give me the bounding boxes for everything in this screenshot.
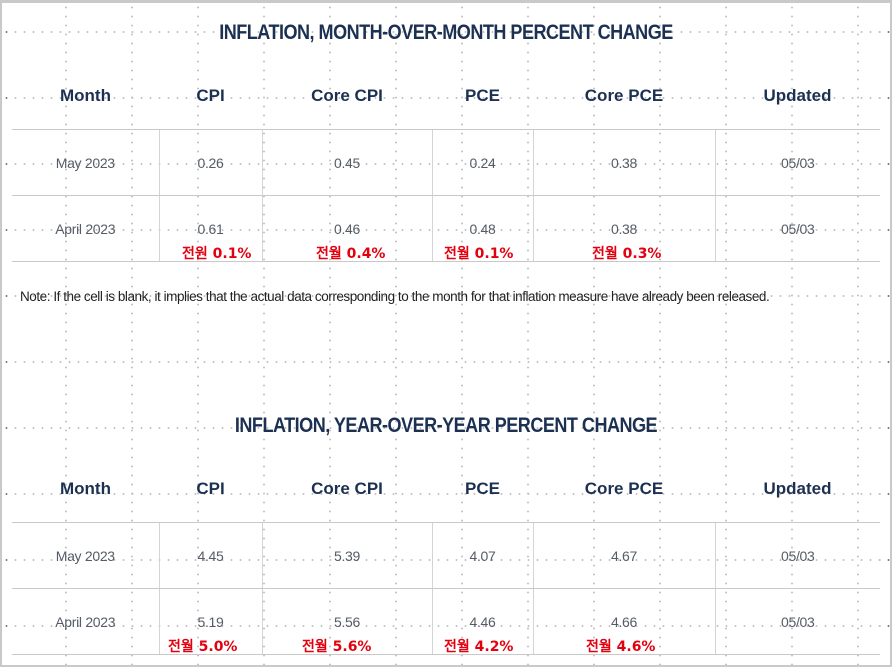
header-core-pce: Core PCE	[533, 63, 715, 130]
header-core-cpi: Core CPI	[262, 63, 432, 130]
cell-core-cpi[interactable]: 5.56	[261, 588, 432, 655]
header-month: Month	[12, 63, 159, 130]
cell-month[interactable]: May 2023	[12, 522, 159, 589]
cell-month[interactable]: April 2023	[12, 588, 159, 655]
cell-updated[interactable]: 05/03	[714, 588, 880, 655]
mom-annotation-cpi: 전원 0.1%	[182, 246, 252, 262]
yoy-annotation-cpi: 전월 5.0%	[168, 639, 238, 655]
header-month: Month	[12, 456, 159, 523]
yoy-header-row: Month CPI Core CPI PCE Core PCE Updated	[12, 456, 880, 523]
header-cpi: CPI	[159, 63, 262, 130]
yoy-title: INFLATION, YEAR-OVER-YEAR PERCENT CHANGE	[234, 414, 658, 437]
mom-annotation-core-cpi: 전월 0.4%	[316, 246, 386, 262]
cell-cpi[interactable]: 0.61	[158, 195, 262, 262]
cell-pce[interactable]: 0.24	[431, 129, 533, 196]
cell-month[interactable]: May 2023	[12, 129, 159, 196]
mom-table: Month CPI Core CPI PCE Core PCE Updated …	[12, 63, 880, 262]
mom-header-row: Month CPI Core CPI PCE Core PCE Updated	[12, 63, 880, 130]
header-core-pce: Core PCE	[533, 456, 715, 523]
table-row: April 2023 0.61 0.46 0.48 0.38 05/03	[12, 195, 880, 262]
cell-core-pce[interactable]: 0.38	[532, 129, 715, 196]
header-core-cpi: Core CPI	[262, 456, 432, 523]
yoy-annotation-pce: 전월 4.2%	[444, 639, 514, 655]
mom-annotation-pce: 전월 0.1%	[444, 246, 514, 262]
header-pce: PCE	[432, 456, 533, 523]
cell-core-cpi[interactable]: 0.45	[261, 129, 432, 196]
header-cpi: CPI	[159, 456, 262, 523]
cell-core-cpi[interactable]: 0.46	[261, 195, 432, 262]
cell-updated[interactable]: 05/03	[714, 195, 880, 262]
mom-annotation-core-pce: 전월 0.3%	[592, 246, 662, 262]
footnote: Note: If the cell is blank, it implies t…	[20, 289, 770, 304]
cell-pce[interactable]: 0.48	[431, 195, 533, 262]
cell-core-pce[interactable]: 4.66	[532, 588, 715, 655]
yoy-annotation-core-cpi: 전월 5.6%	[302, 639, 372, 655]
header-updated: Updated	[715, 456, 880, 523]
cell-core-pce[interactable]: 0.38	[532, 195, 715, 262]
yoy-annotation-core-pce: 전월 4.6%	[586, 639, 656, 655]
cell-updated[interactable]: 05/03	[714, 522, 880, 589]
header-pce: PCE	[432, 63, 533, 130]
table-row: April 2023 5.19 5.56 4.46 4.66 05/03	[12, 588, 880, 655]
spreadsheet-canvas: INFLATION, MONTH-OVER-MONTH PERCENT CHAN…	[2, 3, 890, 665]
yoy-table: Month CPI Core CPI PCE Core PCE Updated …	[12, 456, 880, 655]
header-updated: Updated	[715, 63, 880, 130]
cell-month[interactable]: April 2023	[12, 195, 159, 262]
cell-pce[interactable]: 4.07	[431, 522, 533, 589]
cell-cpi[interactable]: 0.26	[158, 129, 262, 196]
cell-core-cpi[interactable]: 5.39	[261, 522, 432, 589]
cell-cpi[interactable]: 5.19	[158, 588, 262, 655]
cell-core-pce[interactable]: 4.67	[532, 522, 715, 589]
cell-cpi[interactable]: 4.45	[158, 522, 262, 589]
cell-pce[interactable]: 4.46	[431, 588, 533, 655]
cell-updated[interactable]: 05/03	[714, 129, 880, 196]
table-row: May 2023 4.45 5.39 4.07 4.67 05/03	[12, 522, 880, 589]
table-row: May 2023 0.26 0.45 0.24 0.38 05/03	[12, 129, 880, 196]
mom-title: INFLATION, MONTH-OVER-MONTH PERCENT CHAN…	[219, 21, 673, 44]
